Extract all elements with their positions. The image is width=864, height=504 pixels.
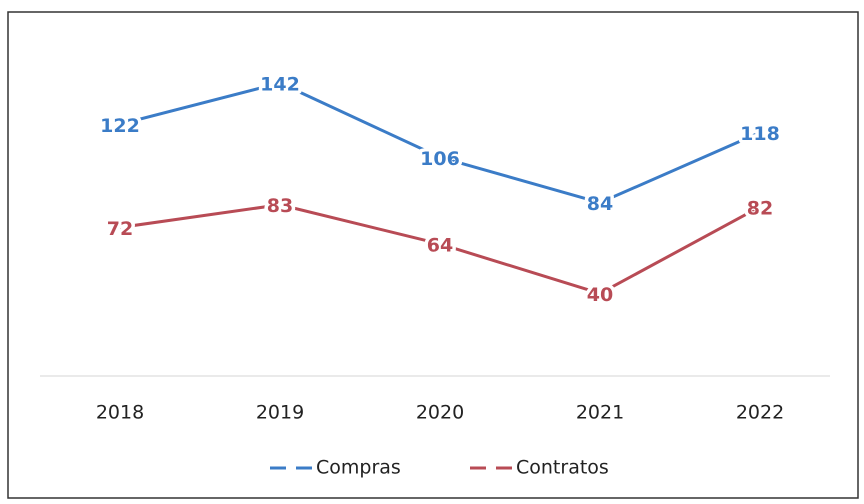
- x-tick-label: 2022: [736, 402, 784, 424]
- legend-label: Compras: [316, 457, 401, 479]
- legend-label: Contratos: [516, 457, 609, 479]
- data-label: 64: [427, 234, 453, 256]
- data-label: 84: [587, 193, 613, 215]
- data-label: 72: [107, 218, 133, 240]
- series-line: [119, 203, 761, 295]
- chart-frame: [7, 11, 859, 499]
- series-line: [119, 81, 761, 205]
- x-tick-label: 2021: [576, 402, 624, 424]
- data-label: 82: [747, 197, 773, 219]
- data-label: 142: [260, 74, 300, 96]
- data-label: 106: [420, 148, 460, 170]
- data-label: 83: [267, 195, 293, 217]
- x-tick-label: 2018: [96, 402, 144, 424]
- data-label: 118: [740, 123, 780, 145]
- x-tick-label: 2019: [256, 402, 304, 424]
- data-label: 40: [587, 284, 613, 306]
- data-label: 122: [100, 115, 140, 137]
- x-tick-label: 2020: [416, 402, 464, 424]
